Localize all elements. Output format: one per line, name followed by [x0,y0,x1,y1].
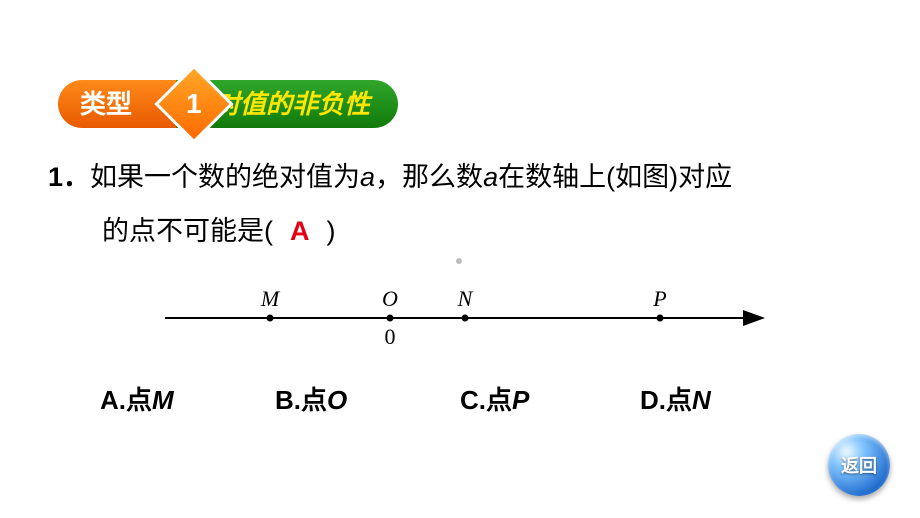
q-var-a2: a [483,162,498,192]
q-line1-mid: ，那么数 [375,162,483,192]
option-A[interactable]: A.点M [100,380,174,417]
return-button[interactable]: 返回 [828,434,890,496]
category-badge: 类型 绝对值的非负性 1 [58,76,398,132]
svg-text:M: M [260,286,281,311]
cursor-dot [456,258,462,264]
question-answer: A [288,216,312,246]
badge-diamond: 1 [154,64,233,143]
q-line2-suffix: ) [327,216,336,246]
option-var: M [152,385,174,415]
q-line1-prefix: 如果一个数的绝对值为 [90,162,360,192]
option-prefix: 点 [486,385,512,415]
svg-text:N: N [457,286,474,311]
option-key: D. [640,385,666,415]
slide: 类型 绝对值的非负性 1 1．如果一个数的绝对值为a，那么数a在数轴上(如图)对… [0,0,920,518]
option-var: N [692,385,711,415]
option-D[interactable]: D.点N [640,380,711,417]
badge-number: 1 [186,88,202,120]
q-line2-prefix: 的点不可能是( [102,216,273,246]
option-prefix: 点 [301,385,327,415]
option-var: O [327,385,347,415]
option-B[interactable]: B.点O [275,380,347,417]
svg-text:O: O [382,286,398,311]
return-label: 返回 [841,452,877,478]
option-C[interactable]: C.点P [460,380,529,417]
option-key: A. [100,385,126,415]
option-var: P [512,385,529,415]
svg-text:P: P [652,286,666,311]
svg-text:0: 0 [385,324,396,349]
option-key: C. [460,385,486,415]
question-text: 1．如果一个数的绝对值为a，那么数a在数轴上(如图)对应 的点不可能是( A ) [48,150,878,258]
number-line: M O 0 N P [165,278,785,358]
q-var-a1: a [360,162,375,192]
question-number: 1． [48,162,90,192]
option-prefix: 点 [126,385,152,415]
badge-pill: 类型 绝对值的非负性 1 [58,80,398,128]
q-line1-suffix: 在数轴上(如图)对应 [498,162,732,192]
number-line-svg: M O 0 N P [165,278,785,358]
option-prefix: 点 [666,385,692,415]
option-key: B. [275,385,301,415]
